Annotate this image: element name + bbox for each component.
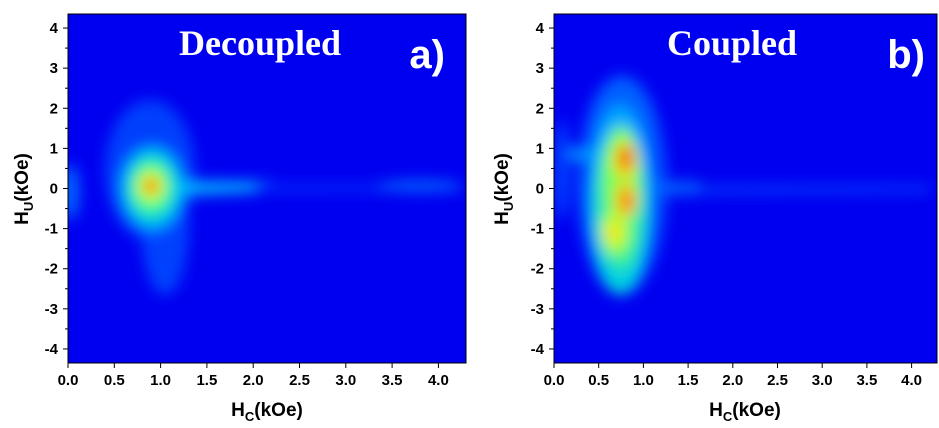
y-tick-label-b: -2 [531,261,544,278]
y-tick-label-a: 1 [50,140,58,157]
x-axis-label-b-tail: (kOe) [732,400,781,421]
y-axis-label-b-main: H [492,211,513,225]
x-tick-label-a: 0.0 [58,372,79,389]
y-axis-label-a-main: H [12,211,33,225]
y-axis-label-a-tail: (kOe) [12,153,33,202]
y-tick-label-a: 2 [50,100,58,117]
y-axis-label-a: HU(kOe) [12,153,36,225]
x-tick-label-a: 1.5 [196,372,217,389]
x-tick-label-b: 3.0 [812,372,833,389]
y-axis-label-b-sub: U [501,202,516,211]
heatmap-b-field [554,75,930,295]
y-tick-label-a: -2 [45,261,58,278]
x-tick-label-b: 4.0 [901,372,922,389]
x-tick-label-b: 1.5 [678,372,699,389]
y-tick-label-a: -1 [45,221,58,238]
panel-a-label: a) [409,33,445,77]
y-tick-label-b: 1 [536,140,544,157]
panel-b: Coupled b) 0.0 0.5 1.0 1.5 2.0 2.5 3.0 3.5 4.0 4 3… [531,13,938,389]
y-tick-label-a: 0 [50,181,58,198]
x-tick-label-b: 2.0 [722,372,743,389]
x-axis-label-a: HC(kOe) [231,400,303,423]
x-tick-label-a: 4.0 [428,372,449,389]
x-axis-label-b-sub: C [723,409,733,423]
axes-b: 0.0 0.5 1.0 1.5 2.0 2.5 3.0 3.5 4.0 4 3 2 1 0 -1 -2 -3 -4 [531,20,922,389]
y-tick-label-b: 4 [536,20,545,37]
y-tick-label-a: -3 [45,301,58,318]
panel-b-label: b) [887,33,925,77]
x-tick-label-a: 3.0 [335,372,356,389]
panel-b-title: Coupled [667,23,797,63]
y-tick-label-b: -3 [531,301,544,318]
x-axis-label-a-sub: C [245,409,255,423]
y-tick-label-a: -4 [45,341,59,358]
x-axis-label-b-main: H [709,400,723,421]
y-tick-label-b: -1 [531,221,544,238]
panel-a: Decoupled a) 0.0 0.5 1.0 1.5 2.0 2.5 3.0 3.5 4.0… [45,13,467,389]
y-tick-label-b: 2 [536,100,544,117]
y-tick-label-a: 4 [50,20,59,37]
x-tick-label-a: 2.0 [243,372,264,389]
x-axis-label-b: HC(kOe) [709,400,781,423]
x-axis-label-a-tail: (kOe) [254,400,303,421]
x-tick-label-a: 2.5 [289,372,310,389]
y-axis-label-a-sub: U [21,202,36,211]
y-tick-label-b: -4 [531,341,545,358]
x-axis-label-a-main: H [231,400,245,421]
y-tick-label-a: 3 [50,60,58,77]
y-tick-label-b: 3 [536,60,544,77]
panel-a-title: Decoupled [179,23,341,63]
x-tick-label-b: 2.5 [767,372,788,389]
y-tick-label-b: 0 [536,181,544,198]
x-tick-label-b: 0.0 [544,372,565,389]
heatmap-a-field [68,100,462,295]
y-axis-label-b-tail: (kOe) [492,153,513,202]
x-tick-label-b: 1.0 [633,372,654,389]
x-tick-label-b: 0.5 [588,372,609,389]
x-tick-label-a: 1.0 [150,372,171,389]
x-tick-label-b: 3.5 [856,372,877,389]
x-tick-label-a: 3.5 [382,372,403,389]
y-axis-label-b: HU(kOe) [492,153,516,225]
axes-a: 0.0 0.5 1.0 1.5 2.0 2.5 3.0 3.5 4.0 4 3 2 1 0 -1 -2 -3 -4 [45,20,449,389]
x-tick-label-a: 0.5 [104,372,125,389]
